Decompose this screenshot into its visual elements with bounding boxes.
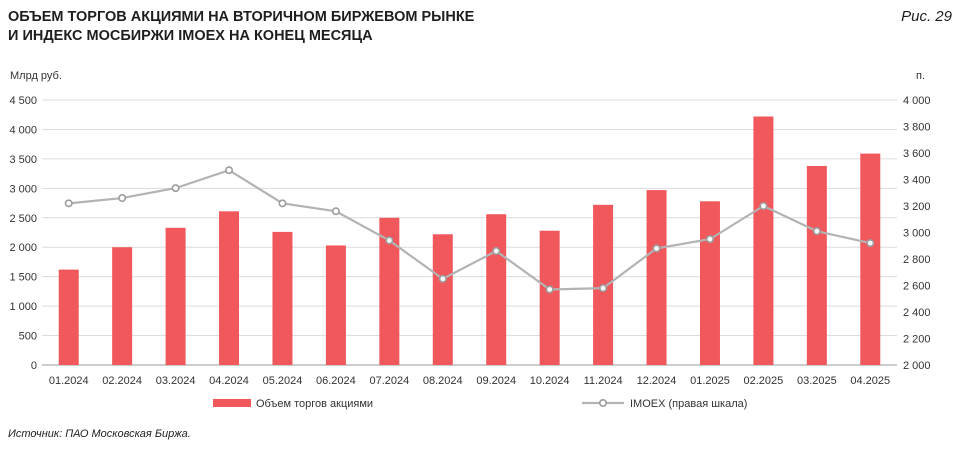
source-note: Источник: ПАО Московская Биржа.: [8, 428, 191, 440]
imoex-point: [866, 239, 875, 248]
x-tick-label: 02.2024: [102, 375, 142, 387]
y-right-tick-label: 2 200: [903, 334, 931, 346]
y-right-tick-label: 3 800: [903, 122, 931, 134]
x-tick-label: 03.2024: [156, 375, 196, 387]
y-left-tick-label: 3 000: [9, 183, 37, 195]
imoex-point: [438, 274, 447, 283]
y-right-tick-label: 2 400: [903, 307, 931, 319]
bar: [860, 153, 881, 365]
x-tick-label: 01.2024: [49, 375, 89, 387]
legend-line-label: IMOEX (правая шкала): [630, 398, 747, 410]
y-left-tick-label: 0: [31, 360, 37, 372]
legend-line-marker: [598, 398, 607, 407]
x-tick-label: 09.2024: [476, 375, 516, 387]
figure-number: Рис. 29: [901, 8, 952, 25]
imoex-point: [385, 236, 394, 245]
x-tick-label: 11.2024: [584, 375, 623, 387]
imoex-point: [225, 166, 234, 175]
bar: [486, 214, 507, 365]
bar: [753, 116, 774, 365]
imoex-point: [759, 202, 768, 211]
bar: [325, 245, 346, 365]
bar: [539, 230, 560, 365]
imoex-point: [118, 194, 127, 203]
imoex-point: [652, 244, 661, 253]
y-left-tick-label: 1 000: [9, 301, 37, 313]
imoex-point: [171, 184, 180, 193]
chart-title-line-2: И ИНДЕКС МОСБИРЖИ IMOEX НА КОНЕЦ МЕСЯЦА: [8, 28, 373, 44]
y-left-tick-label: 3 500: [9, 154, 37, 166]
imoex-point: [64, 199, 73, 208]
y-left-tick-label: 2 000: [9, 242, 37, 254]
bar: [432, 234, 453, 365]
chart-title-line-1: ОБЪЕМ ТОРГОВ АКЦИЯМИ НА ВТОРИЧНОМ БИРЖЕВ…: [8, 9, 475, 25]
bar: [165, 227, 186, 365]
x-tick-label: 01.2025: [690, 375, 730, 387]
x-tick-label: 04.2024: [209, 375, 249, 387]
imoex-point: [599, 284, 608, 293]
y-right-tick-label: 3 200: [903, 201, 931, 213]
bar: [699, 201, 720, 365]
bar: [646, 190, 667, 365]
chart-title: ОБЪЕМ ТОРГОВ АКЦИЯМИ НА ВТОРИЧНОМ БИРЖЕВ…: [8, 8, 768, 46]
x-tick-label: 12.2024: [637, 375, 677, 387]
bar: [806, 165, 827, 365]
y-left-tick-label: 500: [19, 331, 37, 343]
x-tick-label: 08.2024: [423, 375, 463, 387]
y-right-axis-label: п.: [916, 70, 925, 82]
bar: [272, 231, 293, 365]
y-right-tick-label: 2 000: [903, 360, 931, 372]
imoex-point: [492, 247, 501, 256]
x-tick-label: 02.2025: [744, 375, 784, 387]
imoex-point: [278, 199, 287, 208]
imoex-point: [705, 235, 714, 244]
y-right-tick-label: 3 600: [903, 148, 931, 160]
imoex-point: [812, 227, 821, 236]
y-left-tick-label: 1 500: [9, 272, 37, 284]
x-tick-label: 03.2025: [797, 375, 837, 387]
y-left-tick-label: 2 500: [9, 213, 37, 225]
x-tick-label: 05.2024: [263, 375, 303, 387]
x-tick-label: 06.2024: [316, 375, 356, 387]
legend-bar-label: Объем торгов акциями: [256, 398, 373, 410]
y-right-tick-label: 2 800: [903, 254, 931, 266]
imoex-point: [331, 207, 340, 216]
bar: [219, 211, 240, 365]
bar: [379, 217, 400, 365]
y-right-tick-label: 3 400: [903, 175, 931, 187]
y-right-tick-label: 4 000: [903, 95, 931, 107]
bar: [112, 247, 133, 365]
legend-bar-swatch: [213, 399, 251, 407]
bar: [58, 269, 79, 365]
imoex-point: [545, 285, 554, 294]
x-tick-label: 10.2024: [530, 375, 570, 387]
x-tick-label: 04.2025: [850, 375, 890, 387]
y-left-tick-label: 4 000: [9, 124, 37, 136]
x-tick-label: 07.2024: [369, 375, 409, 387]
y-left-axis-label: Млрд руб.: [10, 70, 62, 82]
imoex-line: [68, 169, 871, 291]
y-right-tick-label: 3 000: [903, 228, 931, 240]
y-left-tick-label: 4 500: [9, 95, 37, 107]
y-right-tick-label: 2 600: [903, 281, 931, 293]
